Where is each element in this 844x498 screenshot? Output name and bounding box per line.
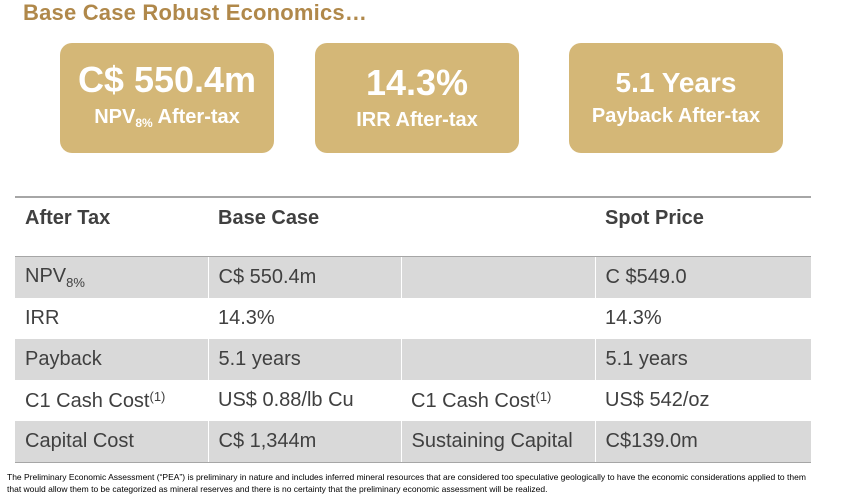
table-row: NPV8% C$ 550.4m C $549.0 xyxy=(15,256,811,298)
base-case-value: C$ 550.4m xyxy=(208,256,402,298)
spot-price-value: 14.3% xyxy=(605,307,662,329)
mid-label xyxy=(401,298,595,339)
header-spot-price: Spot Price xyxy=(595,196,811,238)
payback-card-value: 5.1 Years xyxy=(615,67,737,98)
header-after-tax: After Tax xyxy=(15,196,208,238)
npv-card: C$ 550.4m NPV8% After-tax xyxy=(60,43,274,153)
base-case-value: US$ 0.88/lb Cu xyxy=(218,389,354,411)
economics-table: After Tax Base Case Spot Price NPV8% C$ … xyxy=(15,196,811,463)
row-label: NPV8% xyxy=(15,256,209,298)
irr-card-value: 14.3% xyxy=(365,62,469,103)
table-row: Capital Cost C$ 1,344m Sustaining Capita… xyxy=(15,421,811,463)
table-row: Payback 5.1 years 5.1 years xyxy=(15,339,811,380)
mid-label xyxy=(401,256,596,298)
row-label: C1 Cash Cost(1) xyxy=(25,388,166,412)
row-label: Capital Cost xyxy=(15,421,209,463)
pea-disclaimer: The Preliminary Economic Assessment (“PE… xyxy=(7,472,806,494)
base-case-value: 14.3% xyxy=(218,307,275,329)
spot-price-value: C $549.0 xyxy=(595,256,811,298)
header-base-case: Base Case xyxy=(208,196,401,238)
table-header-row: After Tax Base Case Spot Price xyxy=(15,196,811,238)
mid-label: Sustaining Capital xyxy=(401,421,596,463)
base-case-value: 5.1 years xyxy=(208,339,402,380)
base-case-value: C$ 1,344m xyxy=(208,421,402,463)
spot-price-value: 5.1 years xyxy=(595,339,811,380)
irr-card: 14.3% IRR After-tax xyxy=(315,43,519,153)
mid-label xyxy=(401,339,596,380)
npv-card-value: C$ 550.4m xyxy=(77,59,257,100)
payback-card-label: Payback After-tax xyxy=(591,105,761,127)
payback-card: 5.1 Years Payback After-tax xyxy=(569,43,783,153)
page-title: Base Case Robust Economics… xyxy=(23,0,368,25)
header-blank xyxy=(401,196,595,238)
row-label: Payback xyxy=(15,339,209,380)
table-row: C1 Cash Cost(1) US$ 0.88/lb Cu C1 Cash C… xyxy=(15,380,811,421)
spot-price-value: US$ 542/oz xyxy=(605,389,710,411)
irr-card-label: IRR After-tax xyxy=(356,109,478,131)
mid-label: C1 Cash Cost(1) xyxy=(411,388,552,412)
row-label: IRR xyxy=(25,307,60,329)
spot-price-value: C$139.0m xyxy=(595,421,811,463)
npv-card-label: NPV8% After-tax xyxy=(94,106,240,130)
table-row: IRR 14.3% 14.3% xyxy=(15,298,811,339)
